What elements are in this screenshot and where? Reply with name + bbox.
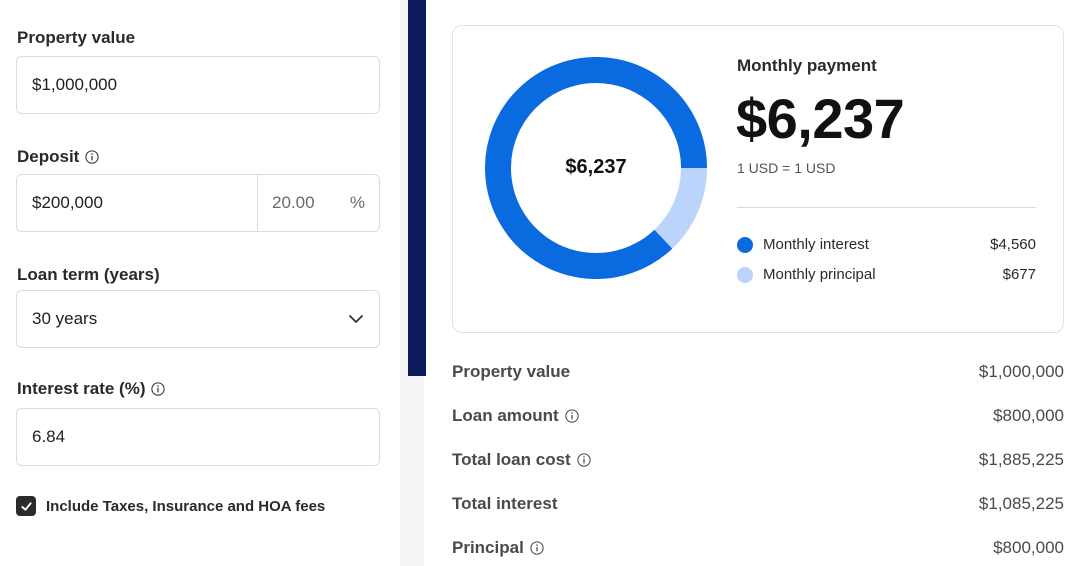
- legend-monthly-interest: Monthly interest $4,560: [737, 236, 1036, 253]
- legend-monthly-principal: Monthly principal $677: [737, 266, 1036, 283]
- summary-label: Principal: [452, 538, 524, 557]
- info-circle-icon[interactable]: [577, 453, 591, 467]
- summary-amount: $1,085,225: [978, 494, 1064, 513]
- chevron-down-icon: [349, 315, 363, 323]
- include-fees-row[interactable]: Include Taxes, Insurance and HOA fees: [16, 496, 325, 516]
- summary-label: Total loan cost: [452, 450, 571, 469]
- summary-row-loan-amount: Loan amount $800,000: [452, 406, 1064, 426]
- check-icon: [20, 501, 32, 511]
- property-value-text: $1,000,000: [32, 75, 118, 94]
- info-circle-icon[interactable]: [151, 382, 166, 396]
- deposit-label: Deposit: [17, 147, 99, 167]
- summary-label: Loan amount: [452, 406, 559, 425]
- info-circle-icon[interactable]: [85, 150, 99, 164]
- info-circle-icon[interactable]: [565, 409, 579, 423]
- summary-row-principal: Principal $800,000: [452, 538, 1064, 558]
- loan-term-text: 30 years: [32, 309, 98, 328]
- loan-term-label: Loan term (years): [17, 265, 160, 284]
- deposit-amount-text: $200,000: [32, 193, 103, 212]
- monthly-payment-title: Monthly payment: [737, 56, 877, 75]
- property-value-input[interactable]: $1,000,000: [16, 56, 380, 114]
- donut-center-amount: $6,237: [565, 156, 627, 178]
- summary-amount: $1,000,000: [978, 362, 1064, 381]
- legend-amount: $677: [1002, 266, 1036, 283]
- panel-accent-bar: [408, 0, 426, 376]
- summary-row-property-value: Property value $1,000,000: [452, 362, 1064, 382]
- info-circle-icon[interactable]: [530, 541, 544, 555]
- legend-label: Monthly interest: [763, 236, 869, 253]
- summary-amount: $800,000: [993, 406, 1064, 425]
- divider: [737, 207, 1036, 208]
- donut-slice-principal: [654, 167, 707, 249]
- payment-donut-chart: [485, 57, 707, 279]
- summary-row-total-loan-cost: Total loan cost $1,885,225: [452, 450, 1064, 470]
- deposit-percent-input[interactable]: 20.00 %: [257, 175, 379, 231]
- deposit-percent-text: 20.00: [272, 193, 315, 212]
- include-fees-label: Include Taxes, Insurance and HOA fees: [46, 497, 326, 515]
- legend-amount: $4,560: [990, 236, 1036, 253]
- summary-amount: $800,000: [993, 538, 1064, 557]
- legend-dot: [737, 236, 753, 253]
- summary-amount: $1,885,225: [978, 450, 1064, 469]
- interest-rate-label: Interest rate (%): [17, 379, 166, 399]
- deposit-input[interactable]: $200,000 20.00 %: [16, 174, 380, 232]
- legend-dot: [737, 266, 753, 283]
- summary-row-total-interest: Total interest $1,085,225: [452, 494, 1064, 514]
- property-value-label: Property value: [17, 28, 136, 47]
- interest-rate-text: 6.84: [32, 427, 66, 446]
- monthly-payment-amount: $6,237: [736, 87, 905, 150]
- legend-label: Monthly principal: [763, 266, 876, 283]
- currency-rate: 1 USD = 1 USD: [737, 160, 836, 176]
- include-fees-checkbox[interactable]: [16, 496, 36, 516]
- interest-rate-input[interactable]: 6.84: [16, 408, 380, 466]
- summary-label: Total interest: [452, 494, 558, 513]
- percent-sign: %: [349, 193, 365, 212]
- calculator-form: Property value $1,000,000 Deposit $200,0…: [0, 0, 400, 566]
- donut-slice-interest: [485, 57, 707, 279]
- summary-label: Property value: [452, 362, 571, 381]
- loan-term-select[interactable]: 30 years: [16, 290, 380, 348]
